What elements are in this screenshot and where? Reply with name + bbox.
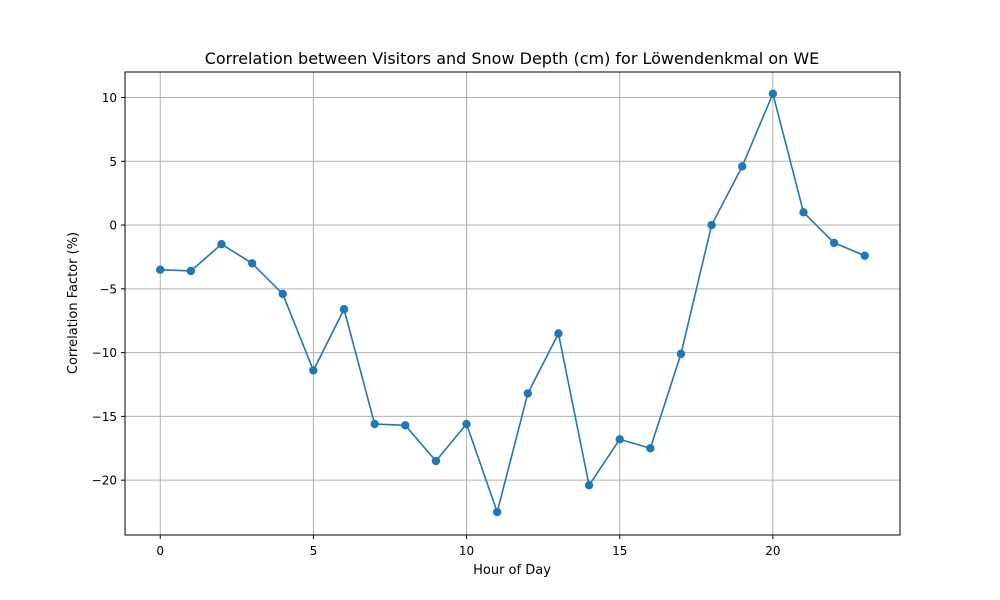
grid-lines xyxy=(125,72,900,535)
data-point xyxy=(370,419,379,429)
series-line xyxy=(160,92,866,513)
data-point xyxy=(247,259,257,268)
x-tick-label: 0 xyxy=(156,544,164,558)
data-point xyxy=(799,208,808,217)
data-point xyxy=(523,389,533,398)
data-point xyxy=(309,366,318,375)
data-point xyxy=(462,419,471,429)
data-point xyxy=(615,435,624,444)
y-tick-label: 0 xyxy=(109,219,117,233)
x-tick-label: 10 xyxy=(459,544,474,558)
data-point xyxy=(554,329,563,338)
y-tick-label: −20 xyxy=(92,474,117,488)
data-point xyxy=(278,289,287,299)
data-point xyxy=(860,251,869,260)
y-axis-label: Correlation Factor (%) xyxy=(66,232,81,374)
ticks: 0 5 10 15 20 −20 −15 −10 −5 0 5 10 xyxy=(92,91,781,558)
data-point xyxy=(584,481,594,490)
y-tick-label: −10 xyxy=(92,346,117,360)
data-point xyxy=(492,507,502,517)
data-point xyxy=(217,239,226,249)
y-tick-label: 5 xyxy=(109,155,117,169)
data-point xyxy=(676,349,686,359)
data-point xyxy=(156,265,165,274)
data-point xyxy=(829,238,839,248)
data-point xyxy=(401,421,410,430)
x-tick-label: 15 xyxy=(612,544,627,558)
plot-frame xyxy=(124,71,901,536)
axes xyxy=(124,71,901,536)
data-point xyxy=(431,456,441,466)
data-point xyxy=(339,305,349,314)
x-tick-label: 20 xyxy=(765,544,780,558)
y-tick-label: −15 xyxy=(92,410,117,424)
data-point xyxy=(738,162,747,171)
y-tick-label: 10 xyxy=(102,91,117,105)
chart-title: Correlation between Visitors and Snow De… xyxy=(205,49,820,68)
data-point xyxy=(646,444,655,453)
data-series xyxy=(156,89,869,517)
data-point xyxy=(186,266,196,276)
y-tick-label: −5 xyxy=(99,282,117,296)
data-point xyxy=(768,89,778,98)
data-point xyxy=(707,220,716,230)
x-axis-label: Hour of Day xyxy=(473,563,551,578)
x-tick-label: 5 xyxy=(310,544,318,558)
